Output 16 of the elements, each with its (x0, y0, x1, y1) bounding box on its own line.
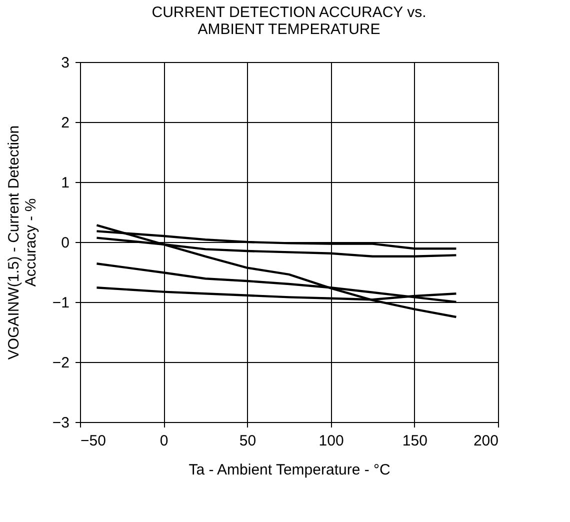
y-tick-label: 0 (61, 234, 70, 252)
x-tick-label: 200 (473, 432, 498, 450)
x-tick-label: 150 (402, 432, 428, 450)
x-tick-label: −50 (80, 432, 106, 450)
chart-title: CURRENT DETECTION ACCURACY vs. AMBIENT TEMPERATURE (152, 4, 426, 38)
y-tick-label: 1 (61, 174, 70, 192)
y-axis-title: VOGAINW(1.5) - Current Detection Accuracy - % (5, 125, 40, 360)
x-tick-label: 100 (318, 432, 344, 450)
x-tick-label: 50 (239, 432, 256, 450)
x-axis-title: Ta - Ambient Temperature - °C (188, 462, 390, 478)
y-tick-label: 2 (61, 114, 70, 132)
x-tick-label: 0 (160, 432, 168, 450)
y-tick-label: 3 (61, 54, 70, 72)
y-tick-label: −2 (52, 354, 70, 372)
y-tick-label: −3 (52, 414, 70, 432)
y-tick-label: −1 (52, 294, 70, 312)
